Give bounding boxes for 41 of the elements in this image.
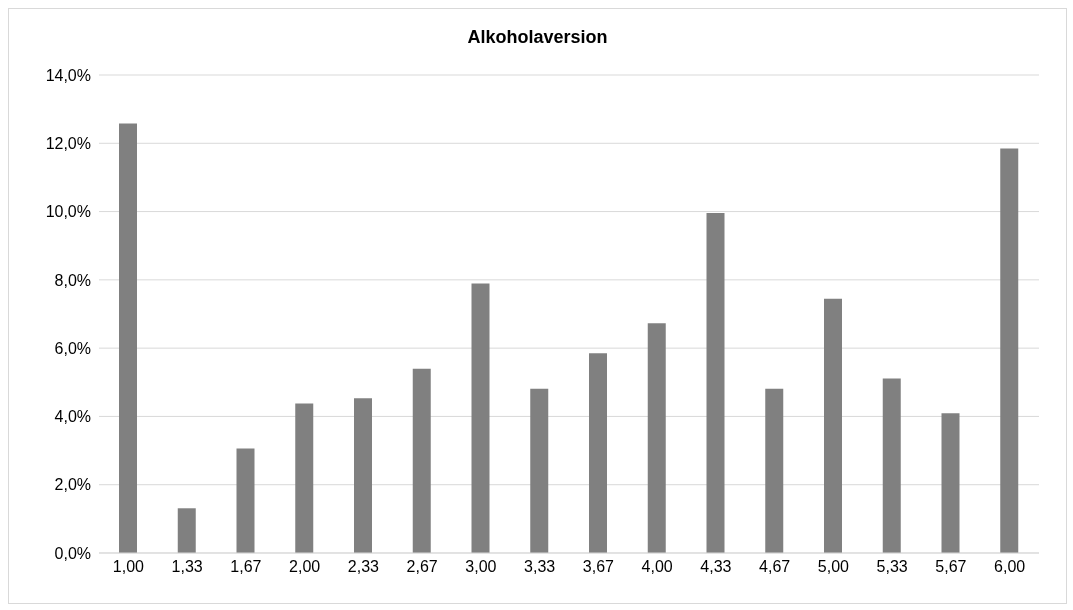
bar [530, 388, 549, 553]
x-tick-label: 4,00 [641, 558, 673, 576]
bar [647, 323, 666, 553]
x-tick-label: 5,33 [876, 558, 908, 576]
x-tick-label: 1,67 [230, 558, 262, 576]
x-tick-label: 2,67 [406, 558, 438, 576]
x-tick-label: 4,67 [759, 558, 791, 576]
bar [177, 508, 196, 553]
x-tick-label: 2,33 [347, 558, 380, 576]
bar [236, 448, 255, 553]
x-tick-label: 4,33 [700, 558, 732, 576]
y-tick-label: 4,0% [54, 408, 91, 426]
y-tick-label: 0,0% [54, 544, 91, 562]
y-tick-label: 2,0% [54, 476, 91, 494]
x-tick-label: 3,67 [582, 558, 615, 576]
y-tick-label: 6,0% [54, 339, 91, 357]
bar [941, 413, 960, 553]
bar [354, 398, 372, 553]
bar [882, 378, 901, 553]
x-tick-label: 5,67 [935, 558, 967, 576]
y-tick-label: 14,0% [45, 66, 91, 84]
bar [589, 353, 607, 553]
y-tick-label: 8,0% [54, 271, 91, 289]
bar [471, 283, 490, 553]
y-tick-label: 10,0% [45, 203, 91, 221]
bar [765, 388, 784, 553]
bar [706, 212, 725, 553]
x-tick-label: 1,33 [171, 558, 203, 576]
x-tick-label: 3,33 [524, 558, 556, 576]
bar [295, 403, 314, 553]
x-tick-label: 3,00 [465, 558, 497, 576]
bar [824, 298, 842, 553]
x-tick-label: 1,00 [112, 558, 145, 576]
x-tick-label: 6,00 [994, 558, 1026, 576]
x-tick-label: 5,00 [817, 558, 850, 576]
bar [412, 368, 431, 553]
chart-title: Alkoholaversion [466, 26, 609, 49]
y-tick-label: 12,0% [45, 134, 91, 152]
bar [119, 123, 137, 553]
bar [1000, 148, 1019, 553]
x-tick-label: 2,00 [289, 558, 321, 576]
